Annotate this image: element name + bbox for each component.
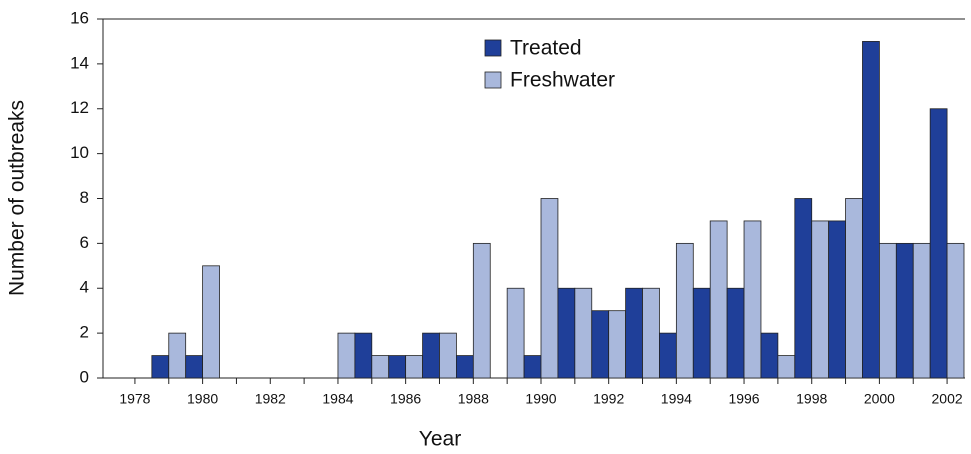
bar	[625, 287, 643, 379]
y-tick-label: 8	[80, 188, 89, 207]
y-tick-label: 12	[70, 98, 89, 117]
bar	[912, 242, 931, 379]
bar	[185, 355, 203, 379]
bar	[354, 332, 373, 379]
bar	[168, 332, 187, 379]
legend-label: Treated	[510, 37, 582, 60]
bar	[574, 287, 593, 379]
bar	[794, 198, 813, 379]
x-tick-label: 1984	[322, 391, 353, 407]
legend-label: Freshwater	[510, 69, 615, 92]
y-tick-label: 10	[70, 143, 89, 162]
x-tick-label: 2000	[864, 391, 895, 407]
x-tick-label: 1980	[187, 391, 218, 407]
legend-swatch	[484, 71, 502, 89]
bar	[811, 220, 830, 379]
bar	[777, 355, 796, 379]
bar	[523, 355, 542, 379]
bar	[371, 355, 390, 379]
bar	[845, 198, 863, 379]
bar	[929, 108, 948, 379]
bar	[337, 332, 356, 379]
bar	[608, 310, 626, 379]
y-tick-label: 14	[70, 53, 89, 72]
y-axis-title: Number of outbreaks	[6, 100, 29, 296]
bar	[642, 287, 660, 379]
bar	[439, 332, 457, 379]
bar	[879, 242, 897, 379]
bar	[455, 355, 474, 379]
x-tick-label: 1996	[728, 391, 759, 407]
x-tick-label: 1990	[525, 391, 556, 407]
x-tick-label: 1982	[255, 391, 286, 407]
x-axis-title: Year	[419, 428, 461, 451]
bar	[692, 287, 711, 379]
bar	[675, 242, 694, 379]
y-tick-label: 16	[70, 8, 89, 27]
bar	[151, 355, 170, 379]
bar	[472, 242, 491, 379]
y-tick-label: 6	[80, 233, 89, 252]
bar	[895, 242, 914, 379]
x-tick-label: 1994	[661, 391, 692, 407]
bar	[659, 332, 677, 379]
y-tick-label: 4	[80, 278, 89, 297]
x-tick-label: 1992	[593, 391, 624, 407]
bar	[591, 310, 610, 379]
legend-swatch	[484, 39, 502, 57]
bar	[422, 332, 440, 379]
bar	[726, 287, 745, 379]
y-tick-label: 2	[80, 323, 89, 342]
bar	[709, 220, 728, 379]
bar	[506, 287, 525, 379]
bar	[862, 41, 880, 379]
bar	[388, 355, 407, 379]
bar	[760, 332, 779, 379]
bar	[202, 265, 220, 379]
x-tick-label: 1998	[796, 391, 827, 407]
bar	[540, 198, 559, 379]
bar	[743, 220, 762, 379]
x-tick-label: 1978	[119, 391, 150, 407]
x-tick-label: 1988	[458, 391, 489, 407]
y-tick-label: 0	[80, 367, 89, 386]
bar	[946, 242, 965, 379]
x-tick-label: 1986	[390, 391, 421, 407]
bar	[405, 355, 423, 379]
x-tick-label: 2002	[932, 391, 963, 407]
bar	[557, 287, 576, 379]
bar	[828, 220, 846, 379]
